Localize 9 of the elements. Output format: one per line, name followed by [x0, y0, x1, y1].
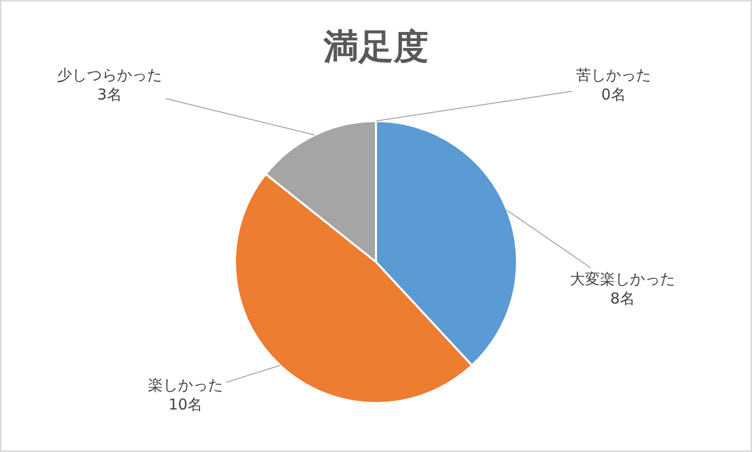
slice-label: 大変楽しかった [570, 270, 675, 288]
text: 0名 [601, 86, 626, 104]
chart-title: 満足度 [322, 27, 428, 68]
data-label: 10名 [168, 396, 203, 414]
category-label: 苦しかった [576, 66, 651, 84]
data-label: 8名 [610, 290, 635, 308]
data-label: 3名 [97, 86, 122, 104]
slice-label: 楽しかった [148, 376, 223, 394]
slice-label: 少しつらかった [57, 66, 162, 84]
